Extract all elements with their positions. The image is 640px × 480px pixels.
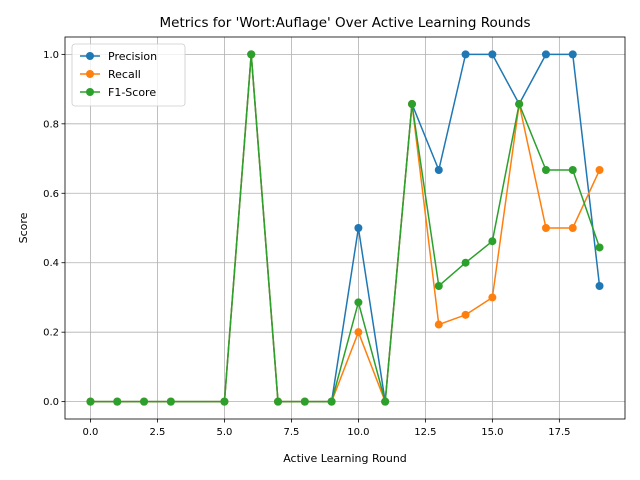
- data-point: [113, 397, 122, 406]
- y-tick-label: 0.2: [43, 328, 59, 339]
- data-point: [247, 50, 256, 59]
- data-point: [568, 50, 577, 59]
- data-point: [300, 397, 309, 406]
- data-point: [541, 166, 550, 175]
- x-tick-label: 15.0: [481, 427, 503, 438]
- data-point: [434, 281, 443, 290]
- data-point: [354, 328, 363, 337]
- legend-box: [71, 43, 186, 107]
- data-point: [541, 50, 550, 59]
- y-axis-label: Score: [17, 212, 30, 243]
- data-point: [488, 50, 497, 59]
- data-point: [595, 281, 604, 290]
- data-point: [381, 397, 390, 406]
- x-tick-label: 7.5: [283, 427, 299, 438]
- series-line: [90, 53, 601, 403]
- x-tick-label: 5.0: [216, 427, 232, 438]
- data-point: [407, 100, 416, 109]
- legend-label: F1-Score: [108, 86, 156, 99]
- data-point: [354, 224, 363, 232]
- y-tick-label: 0.8: [43, 119, 59, 130]
- y-tick-label: 1.0: [43, 50, 59, 61]
- data-point: [140, 397, 149, 406]
- legend-marker: [86, 70, 94, 78]
- data-point: [354, 298, 363, 307]
- data-point: [274, 397, 283, 406]
- data-point: [541, 224, 550, 232]
- data-point: [434, 166, 443, 175]
- data-point: [327, 397, 336, 406]
- legend: Precision Recall F1-Score: [71, 43, 186, 107]
- series-f1-score: [86, 50, 604, 406]
- series-group: [86, 50, 604, 406]
- data-point: [461, 310, 470, 319]
- y-tick-label: 0.0: [43, 397, 59, 408]
- data-point: [568, 166, 577, 175]
- x-tick-label: 2.5: [149, 427, 165, 438]
- x-tick-label: 12.5: [414, 427, 436, 438]
- data-point: [86, 397, 95, 406]
- y-axis: 0.0 0.2 0.4 0.6 0.8 1.0: [43, 50, 65, 408]
- data-point: [166, 397, 175, 406]
- data-point: [595, 243, 604, 252]
- plot-area: [64, 36, 626, 420]
- y-tick-label: 0.4: [43, 258, 59, 269]
- x-tick-label: 0.0: [83, 427, 99, 438]
- data-point: [515, 100, 524, 109]
- data-point: [434, 320, 443, 329]
- legend-label: Recall: [108, 68, 141, 81]
- data-point: [568, 224, 577, 232]
- data-point: [488, 293, 497, 302]
- x-axis-label: Active Learning Round: [283, 452, 407, 465]
- data-point: [220, 397, 229, 406]
- legend-marker: [86, 52, 94, 60]
- x-tick-label: 10.0: [347, 427, 369, 438]
- legend-marker: [86, 88, 94, 96]
- data-point: [595, 166, 604, 175]
- chart-title: Metrics for 'Wort:Auflage' Over Active L…: [160, 15, 531, 31]
- data-point: [461, 258, 470, 267]
- legend-label: Precision: [108, 50, 157, 63]
- data-point: [461, 50, 470, 59]
- data-point: [488, 237, 497, 246]
- y-tick-label: 0.6: [43, 189, 59, 200]
- x-tick-label: 17.5: [548, 427, 570, 438]
- x-axis: 0.0 2.5 5.0 7.5 10.0 12.5 15.0 17.5: [83, 419, 570, 438]
